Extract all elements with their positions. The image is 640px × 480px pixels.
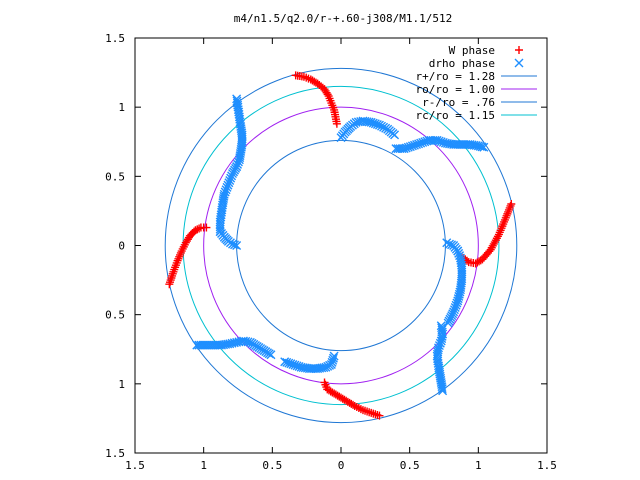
point-1-0-29	[390, 130, 400, 140]
point-1-7-20	[434, 343, 444, 353]
legend-label-5: rc/ro = 1.15	[416, 109, 495, 122]
point-1-3-5	[227, 171, 237, 181]
point-1-3-9	[223, 180, 233, 190]
circle-0	[164, 67, 518, 424]
legend-label-3: ro/ro = 1.00	[416, 83, 495, 96]
point-1-7-21	[434, 341, 444, 351]
chart-title: m4/n1.5/q2.0/r-+.60-j308/M1.1/512	[234, 12, 453, 25]
legend-label-1: drho phase	[429, 57, 495, 70]
series-0	[165, 71, 516, 420]
y-tick-label-5: 1	[118, 101, 125, 114]
x-tick-label-0: 1.5	[125, 459, 145, 472]
point-1-3-4	[228, 169, 238, 179]
point-1-3-6	[226, 173, 236, 183]
point-1-9-5	[444, 239, 454, 249]
point-0-1-30	[195, 224, 204, 233]
legend-label-0: W phase	[449, 44, 495, 57]
point-1-2-28	[234, 155, 244, 165]
axis-ticks: 1.5 1 0.5 0 0.5 1 1.51.510.500.511.5	[105, 32, 557, 472]
point-1-9-4	[447, 240, 457, 250]
point-0-1-13	[175, 252, 184, 261]
point-0-0-31	[332, 119, 341, 128]
point-0-2-31	[320, 378, 329, 387]
point-1-3-7	[225, 175, 235, 185]
point-1-7-29	[437, 323, 447, 333]
y-tick-label-1: 1	[118, 378, 125, 391]
y-tick-label-3: 0	[118, 240, 125, 253]
point-0-1-33	[202, 223, 211, 232]
x-tick-label-4: 0.5	[400, 459, 420, 472]
point-0-1-12	[174, 254, 183, 263]
x-tick-label-3: 0	[338, 459, 345, 472]
x-tick-label-6: 1.5	[537, 459, 557, 472]
legend-marker-0	[515, 46, 523, 54]
legend-marker-1	[514, 58, 524, 68]
point-1-3-11	[221, 185, 231, 195]
point-1-5-37	[266, 350, 276, 360]
y-tick-label-4: 0.5	[105, 170, 125, 183]
y-tick-label-6: 1.5	[105, 32, 125, 45]
series-1	[192, 94, 489, 396]
legend-label-2: r+/ro = 1.28	[416, 70, 495, 83]
point-0-1-15	[176, 248, 185, 257]
point-1-8-32	[454, 248, 464, 258]
point-0-1-11	[173, 256, 182, 265]
x-tick-label-1: 1	[200, 459, 207, 472]
point-1-2-29	[233, 157, 243, 167]
point-1-3-8	[224, 178, 234, 188]
point-0-0-18	[323, 90, 332, 99]
point-1-9-6	[442, 238, 452, 248]
point-1-7-30	[436, 321, 446, 331]
x-tick-label-2: 0.5	[262, 459, 282, 472]
point-1-8-30	[455, 253, 465, 263]
data-points	[165, 71, 516, 420]
point-1-4-10	[232, 241, 242, 250]
circle-1	[203, 106, 479, 385]
point-1-4-9	[230, 240, 240, 250]
point-0-1-29	[193, 225, 202, 234]
point-1-6-27	[329, 351, 339, 361]
point-1-3-10	[222, 182, 232, 192]
point-1-1-42	[477, 142, 487, 152]
point-1-6-26	[328, 353, 338, 363]
legend-label-4: r-/ro = .76	[422, 96, 495, 109]
point-0-1-28	[191, 226, 200, 235]
y-tick-label-2: 0.5	[105, 309, 125, 322]
y-tick-label-0: 1.5	[105, 447, 125, 460]
point-1-8-31	[455, 251, 465, 261]
point-0-1-14	[176, 250, 185, 259]
point-1-1-43	[479, 142, 489, 152]
x-tick-label-5: 1	[475, 459, 482, 472]
circle-2	[236, 139, 446, 352]
